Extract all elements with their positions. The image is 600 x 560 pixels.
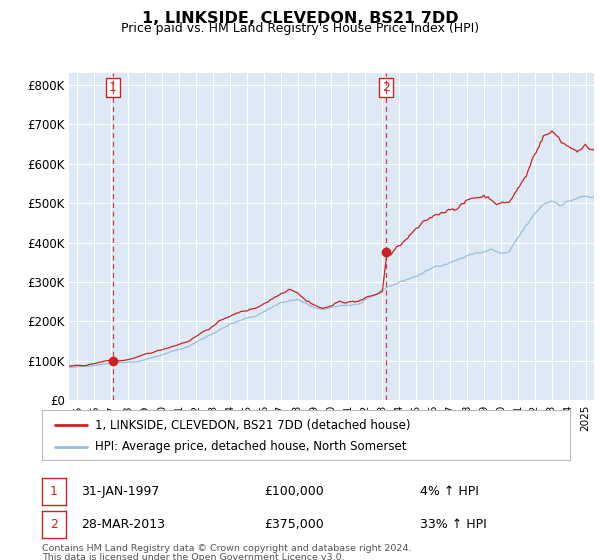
- Text: 28-MAR-2013: 28-MAR-2013: [81, 517, 165, 531]
- Text: 1: 1: [50, 485, 58, 498]
- Text: 1, LINKSIDE, CLEVEDON, BS21 7DD (detached house): 1, LINKSIDE, CLEVEDON, BS21 7DD (detache…: [95, 418, 410, 432]
- Text: 1: 1: [109, 81, 116, 94]
- Text: 1, LINKSIDE, CLEVEDON, BS21 7DD: 1, LINKSIDE, CLEVEDON, BS21 7DD: [142, 11, 458, 26]
- Text: 31-JAN-1997: 31-JAN-1997: [81, 485, 160, 498]
- Text: This data is licensed under the Open Government Licence v3.0.: This data is licensed under the Open Gov…: [42, 553, 344, 560]
- Text: Price paid vs. HM Land Registry's House Price Index (HPI): Price paid vs. HM Land Registry's House …: [121, 22, 479, 35]
- Text: 2: 2: [382, 81, 391, 94]
- Text: 33% ↑ HPI: 33% ↑ HPI: [420, 517, 487, 531]
- Text: 4% ↑ HPI: 4% ↑ HPI: [420, 485, 479, 498]
- Text: £100,000: £100,000: [264, 485, 324, 498]
- Text: 2: 2: [50, 517, 58, 531]
- Text: Contains HM Land Registry data © Crown copyright and database right 2024.: Contains HM Land Registry data © Crown c…: [42, 544, 412, 553]
- Text: HPI: Average price, detached house, North Somerset: HPI: Average price, detached house, Nort…: [95, 440, 406, 453]
- Text: £375,000: £375,000: [264, 517, 324, 531]
